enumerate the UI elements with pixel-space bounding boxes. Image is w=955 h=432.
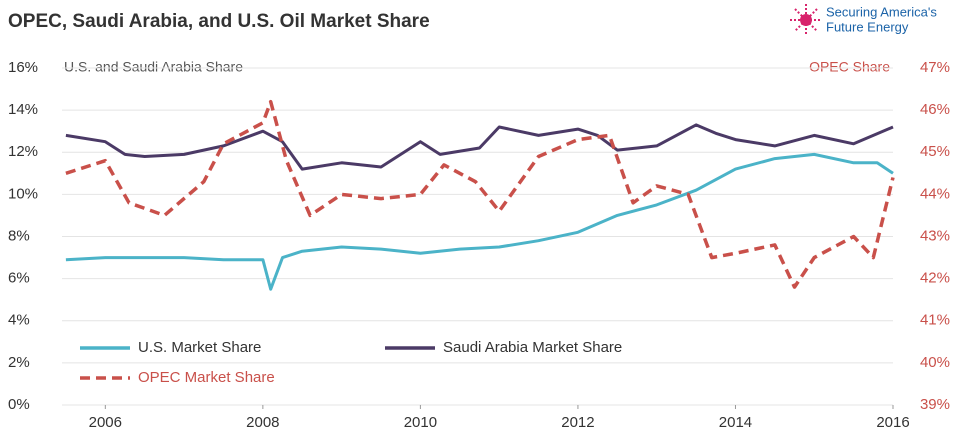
logo-text: Future Energy [826, 19, 909, 34]
x-tick-label: 2014 [719, 414, 752, 431]
y2-tick-label: 40% [920, 354, 950, 371]
y2-tick-label: 39% [920, 396, 950, 413]
y2-tick-label: 44% [920, 185, 950, 202]
series-line [65, 99, 895, 289]
y-tick-label: 10% [8, 185, 38, 202]
y-tick-label: 8% [8, 227, 30, 244]
x-tick-label: 2016 [876, 414, 909, 431]
y-tick-label: 0% [8, 396, 30, 413]
legend-label: Saudi Arabia Market Share [443, 339, 622, 356]
y2-tick-label: 42% [920, 270, 950, 287]
chart-title: OPEC, Saudi Arabia, and U.S. Oil Market … [8, 11, 430, 32]
logo-text: Securing America's [826, 4, 937, 19]
y-tick-label: 2% [8, 354, 30, 371]
x-tick-label: 2006 [89, 414, 122, 431]
y-tick-label: 6% [8, 270, 30, 287]
y2-tick-label: 41% [920, 312, 950, 329]
y-tick-label: 12% [8, 143, 38, 160]
x-tick-label: 2012 [561, 414, 594, 431]
y2-tick-label: 45% [920, 143, 950, 160]
x-tick-label: 2010 [404, 414, 437, 431]
x-tick-label: 2008 [246, 414, 279, 431]
y-axis-title: U.S. and Saudi Arabia Share [64, 59, 243, 75]
y-tick-label: 4% [8, 312, 30, 329]
y2-tick-label: 47% [920, 59, 950, 76]
series-line [65, 152, 894, 291]
y2-axis-title: OPEC Share [809, 59, 890, 75]
legend-label: OPEC Market Share [138, 369, 275, 386]
legend-label: U.S. Market Share [138, 339, 261, 356]
logo: Securing America's Future Energy [790, 4, 937, 36]
y2-tick-label: 46% [920, 101, 950, 118]
y-tick-label: 14% [8, 101, 38, 118]
y-tick-label: 16% [8, 59, 38, 76]
series-line [65, 123, 894, 171]
y2-tick-label: 43% [920, 227, 950, 244]
